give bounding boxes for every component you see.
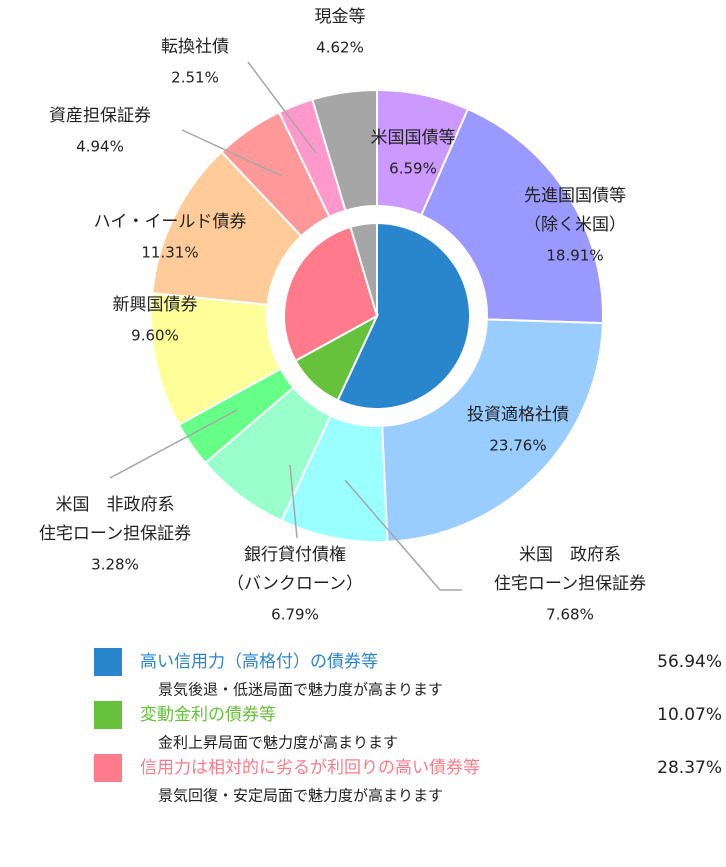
slice-label: 米国国債等 [371,128,456,148]
leader-line [289,464,298,539]
pie-slice [336,221,471,410]
leader-line [181,129,283,177]
slice-label: （除く米国） [524,215,626,235]
legend-label: 変動金利の債券等 [140,705,276,725]
legend-description: 景気回復・安定局面で魅力度が高まります [158,787,443,805]
slice-value: 6.79% [271,606,319,624]
slice-label: 先進国国債等 [524,186,626,206]
slice-label: 住宅ローン担保証券 [494,574,646,594]
slice-label: 銀行貸付債権 [244,545,346,565]
legend-value: 28.37% [657,758,722,778]
legend-description: 景気後退・低迷局面で魅力度が高まります [158,681,443,699]
leader-line [344,479,462,591]
slice-label: 米国 非政府系 [56,495,175,515]
slice-label: ハイ・イールド債券 [94,212,247,232]
legend-swatch [94,701,122,729]
slice-value: 6.59% [389,160,437,178]
slice-value: 3.28% [91,556,139,574]
slice-label: 転換社債 [161,37,229,57]
legend-description: 金利上昇局面で魅力度が高まります [158,734,398,752]
pie-slice [283,225,379,363]
slice-label: 資産担保証券 [49,106,151,126]
slice-value: 4.94% [76,138,124,156]
slice-value: 18.91% [546,247,603,265]
pie-slice [349,221,378,317]
slice-label: 現金等 [315,7,366,27]
leader-line [109,409,238,479]
slice-value: 2.51% [171,69,219,87]
legend-label: 高い信用力（高格付）の債券等 [140,652,378,672]
pie-slice [311,88,378,212]
legend-value: 10.07% [657,705,722,725]
pie-slice [419,107,604,325]
slice-value: 23.76% [489,437,546,455]
pie-slice [381,318,604,543]
legend-value: 56.94% [657,652,722,672]
legend-swatch [94,754,122,782]
slice-value: 11.31% [141,244,198,262]
slice-label: 投資適格社債 [467,405,569,425]
leader-line [247,61,317,154]
slice-label: 住宅ローン担保証券 [39,524,191,544]
legend-label: 信用力は相対的に劣るが利回りの高い債券等 [140,758,480,778]
slice-value: 7.68% [546,606,594,624]
slice-label: （バンクローン） [227,574,363,594]
slice-label: 新興国債券 [113,295,198,315]
legend-swatch [94,648,122,676]
slice-value: 4.62% [316,39,364,57]
slice-value: 9.60% [131,327,179,345]
slice-label: 米国 政府系 [519,545,621,565]
